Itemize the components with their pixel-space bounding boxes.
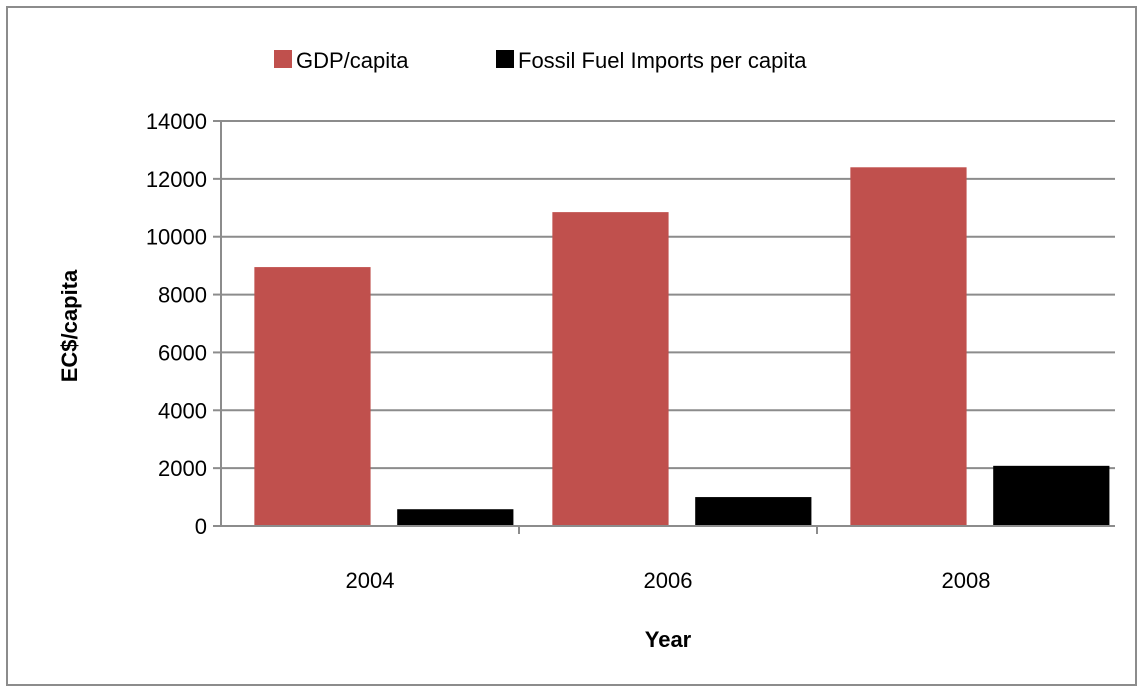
bars [254,167,1110,527]
bar-fossil-fuel-2004 [397,509,514,526]
y-tick-label: 4000 [158,398,207,423]
x-tick-label: 2006 [644,568,693,593]
bar-gdp-2006 [552,212,669,526]
y-tick-label: 12000 [146,167,207,192]
legend: GDP/capita Fossil Fuel Imports per capit… [274,48,807,73]
y-tick-label: 0 [195,514,207,539]
legend-label-gdp: GDP/capita [296,48,409,73]
bar-fossil-fuel-2008 [993,465,1110,526]
legend-swatch-fossil-fuel [496,50,514,68]
x-axis-title: Year [645,627,692,652]
legend-swatch-gdp [274,50,292,68]
y-tick-label: 8000 [158,283,207,308]
y-axis-title: EC$/capita [57,269,82,382]
y-axis-ticks: 0 2000 4000 6000 8000 10000 12000 14000 [146,109,221,539]
bar-fossil-fuel-2006 [695,497,812,526]
y-tick-label: 6000 [158,340,207,365]
y-tick-label: 14000 [146,109,207,134]
y-tick-label: 2000 [158,456,207,481]
bar-gdp-2008 [850,167,967,527]
x-tick-label: 2008 [942,568,991,593]
x-axis-ticks: 2004 2006 2008 [346,526,991,593]
x-tick-label: 2004 [346,568,395,593]
bar-gdp-2004 [254,267,371,526]
legend-label-fossil-fuel: Fossil Fuel Imports per capita [518,48,807,73]
y-tick-label: 10000 [146,225,207,250]
